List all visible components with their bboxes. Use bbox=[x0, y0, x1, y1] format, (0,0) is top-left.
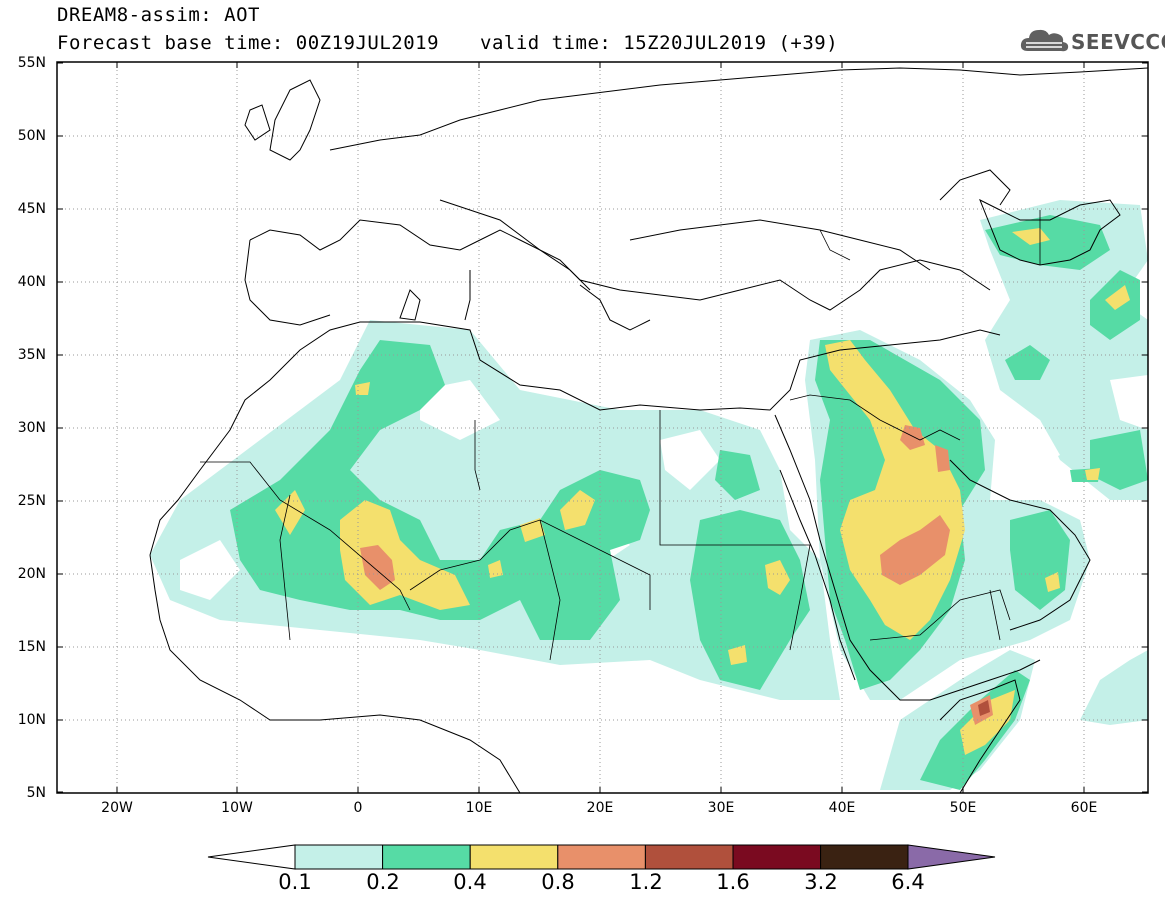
cloud-icon bbox=[1020, 29, 1069, 52]
axis-ticks bbox=[57, 62, 1148, 793]
lat-label: 25N bbox=[17, 493, 46, 509]
lat-label: 15N bbox=[17, 639, 46, 655]
colorbar-label: 6.4 bbox=[891, 870, 925, 894]
lon-label: 50E bbox=[949, 800, 977, 816]
colorbar-swatch bbox=[644, 844, 734, 870]
coastlines bbox=[149, 67, 1148, 793]
lon-label: 0 bbox=[353, 800, 363, 816]
lat-label: 45N bbox=[17, 201, 46, 217]
lat-label: 35N bbox=[17, 347, 46, 363]
colorbar-label: 1.6 bbox=[716, 870, 750, 894]
colorbar-label: 3.2 bbox=[804, 870, 838, 894]
colorbar-swatch bbox=[294, 844, 384, 870]
colorbar-swatch bbox=[557, 844, 646, 870]
lon-label: 30E bbox=[707, 800, 735, 816]
lat-label: 55N bbox=[17, 55, 46, 71]
colorbar-label: 0.2 bbox=[366, 870, 400, 894]
colorbar-over-arrow bbox=[907, 844, 996, 870]
country-borders bbox=[200, 210, 1041, 661]
lon-label: 20W bbox=[101, 800, 133, 816]
colorbar-label: 1.2 bbox=[629, 870, 663, 894]
colorbar-under-arrow bbox=[207, 844, 296, 870]
colorbar-swatch bbox=[382, 844, 471, 870]
colorbar-swatch bbox=[732, 844, 822, 870]
lon-label: 10E bbox=[465, 800, 493, 816]
lat-label: 50N bbox=[17, 128, 46, 144]
colorbar-swatch bbox=[820, 844, 909, 870]
colorbar-label: 0.1 bbox=[278, 870, 312, 894]
lon-label: 60E bbox=[1070, 800, 1098, 816]
colorbar-label: 0.8 bbox=[541, 870, 575, 894]
seevccc-logo: SEEVCCC bbox=[1018, 24, 1165, 58]
colorbar-swatch bbox=[469, 844, 559, 870]
colorbar-label: 0.4 bbox=[453, 870, 487, 894]
map-title: DREAM8-assim: AOT bbox=[57, 4, 260, 26]
logo-text: SEEVCCC bbox=[1071, 30, 1165, 54]
lat-label: 40N bbox=[17, 274, 46, 290]
lon-label: 10W bbox=[221, 800, 253, 816]
forecast-base-time: Forecast base time: 00Z19JUL2019 bbox=[57, 32, 440, 54]
lon-label: 20E bbox=[586, 800, 614, 816]
colorbar bbox=[207, 844, 996, 870]
lon-label: 40E bbox=[828, 800, 856, 816]
lat-label: 10N bbox=[17, 712, 46, 728]
valid-time: valid time: 15Z20JUL2019 (+39) bbox=[480, 32, 839, 54]
lat-label: 5N bbox=[26, 785, 46, 801]
aot-shading bbox=[150, 200, 1148, 790]
lat-label: 20N bbox=[17, 566, 46, 582]
lat-label: 30N bbox=[17, 420, 46, 436]
